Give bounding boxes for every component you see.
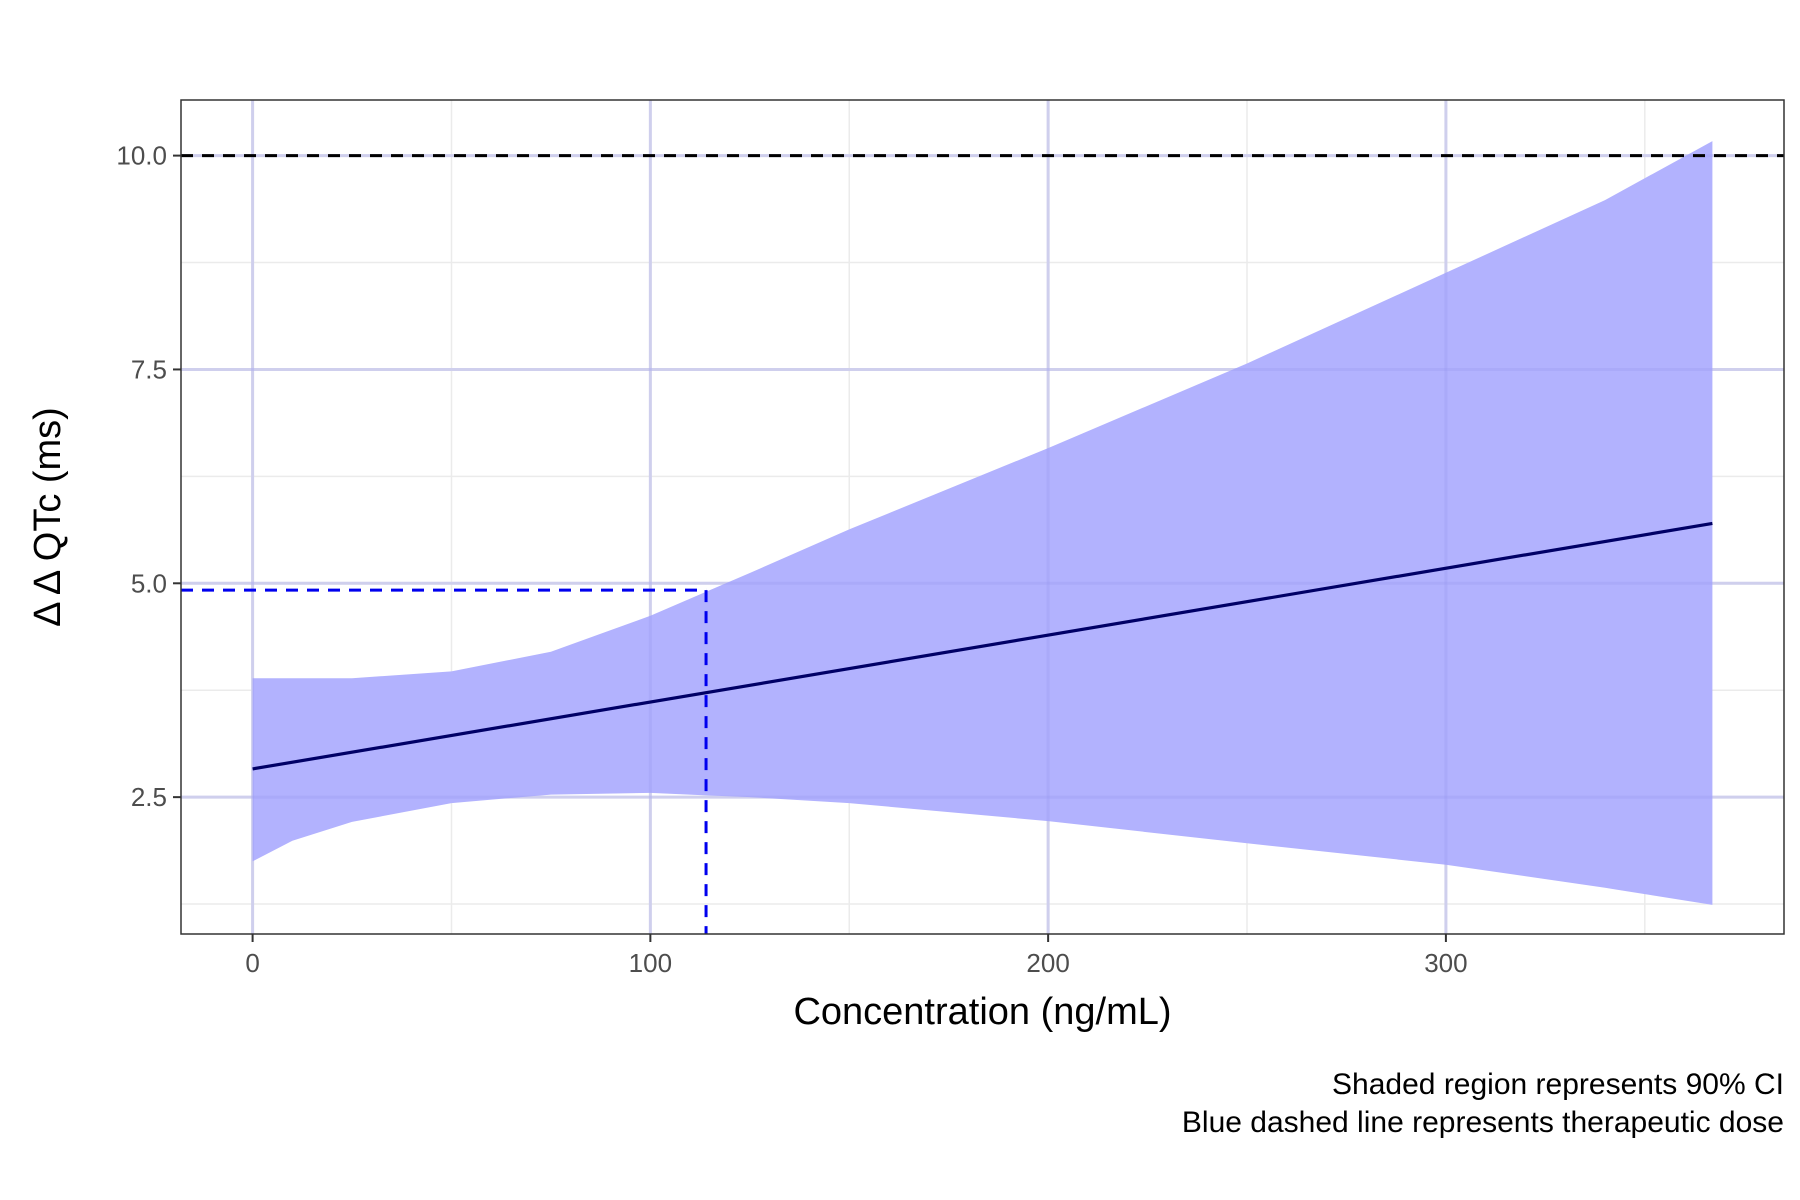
- caption: Shaded region represents 90% CI Blue das…: [1182, 1066, 1784, 1142]
- y-tick-label: 7.5: [131, 354, 167, 384]
- x-axis-title: Concentration (ng/mL): [793, 991, 1171, 1033]
- confidence-ribbon: [252, 141, 1713, 905]
- panel-border: [180, 99, 1785, 935]
- y-tick-label: 2.5: [131, 782, 167, 812]
- x-tick-label: 100: [629, 948, 672, 978]
- fit-line: [252, 521, 1713, 771]
- y-tick-label: 10.0: [116, 141, 167, 171]
- caption-line-therapeutic: Blue dashed line represents therapeutic …: [1181, 1106, 1784, 1139]
- x-tick-label: 200: [1026, 948, 1069, 978]
- plot-layer: [181, 100, 1784, 934]
- axis-ticks: 0 100 200 300 2.5 5.0 7.5 10.0: [116, 141, 1467, 978]
- y-axis-title: Δ Δ QTc (ms): [27, 407, 69, 627]
- y-tick-label: 5.0: [131, 568, 167, 598]
- x-tick-label: 300: [1424, 948, 1467, 978]
- x-tick-label: 0: [245, 948, 259, 978]
- caption-line-ci: Shaded region represents 90% CI: [1332, 1068, 1784, 1101]
